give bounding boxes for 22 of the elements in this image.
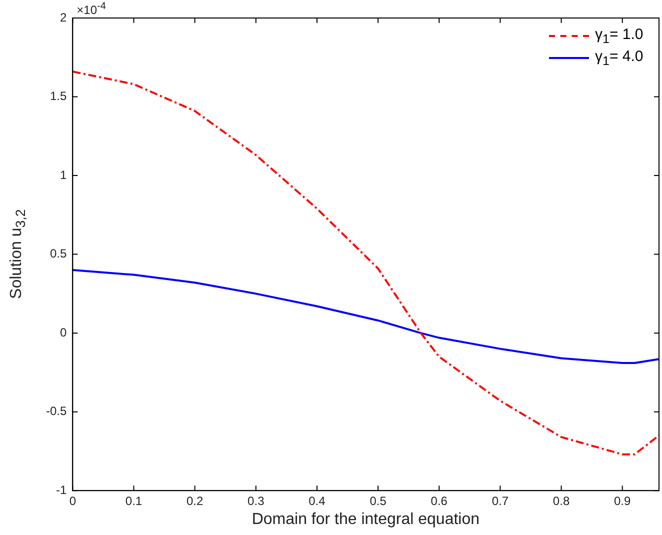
x-tick-label: 0 — [69, 494, 76, 508]
y-tick-label: -0.5 — [46, 404, 67, 418]
text: ×10$^{-4}$ — [76, 1, 106, 17]
legend-label: γ$_{1}$= 4.0 — [595, 48, 644, 68]
x-tick-label: 0.1 — [125, 494, 142, 508]
legend-label: γ$_{1}$= 1.0 — [595, 26, 644, 46]
x-tick-label: 0.4 — [308, 494, 326, 508]
y-tick-label: 2 — [60, 10, 67, 24]
y-tick-label: 1.5 — [50, 89, 67, 104]
x-tick-label: 0.5 — [370, 494, 387, 508]
x-tick-label: 0.2 — [186, 494, 204, 508]
x-tick-label: 0.6 — [430, 494, 448, 508]
line-series — [72, 70, 659, 456]
x-axis-title: Domain for the integral equation — [252, 510, 480, 529]
y-tick-label: 1 — [60, 168, 67, 182]
y-tick-label: -1 — [56, 482, 67, 497]
y-tick-label: 0.5 — [50, 246, 67, 261]
x-tick-label: 0.7 — [492, 494, 509, 508]
x-tick-label: 0.3 — [248, 494, 265, 508]
x-tick-label: 0.9 — [614, 494, 632, 508]
x-tick-label: 0.8 — [552, 494, 570, 508]
y-tick-label: 0 — [60, 325, 67, 340]
